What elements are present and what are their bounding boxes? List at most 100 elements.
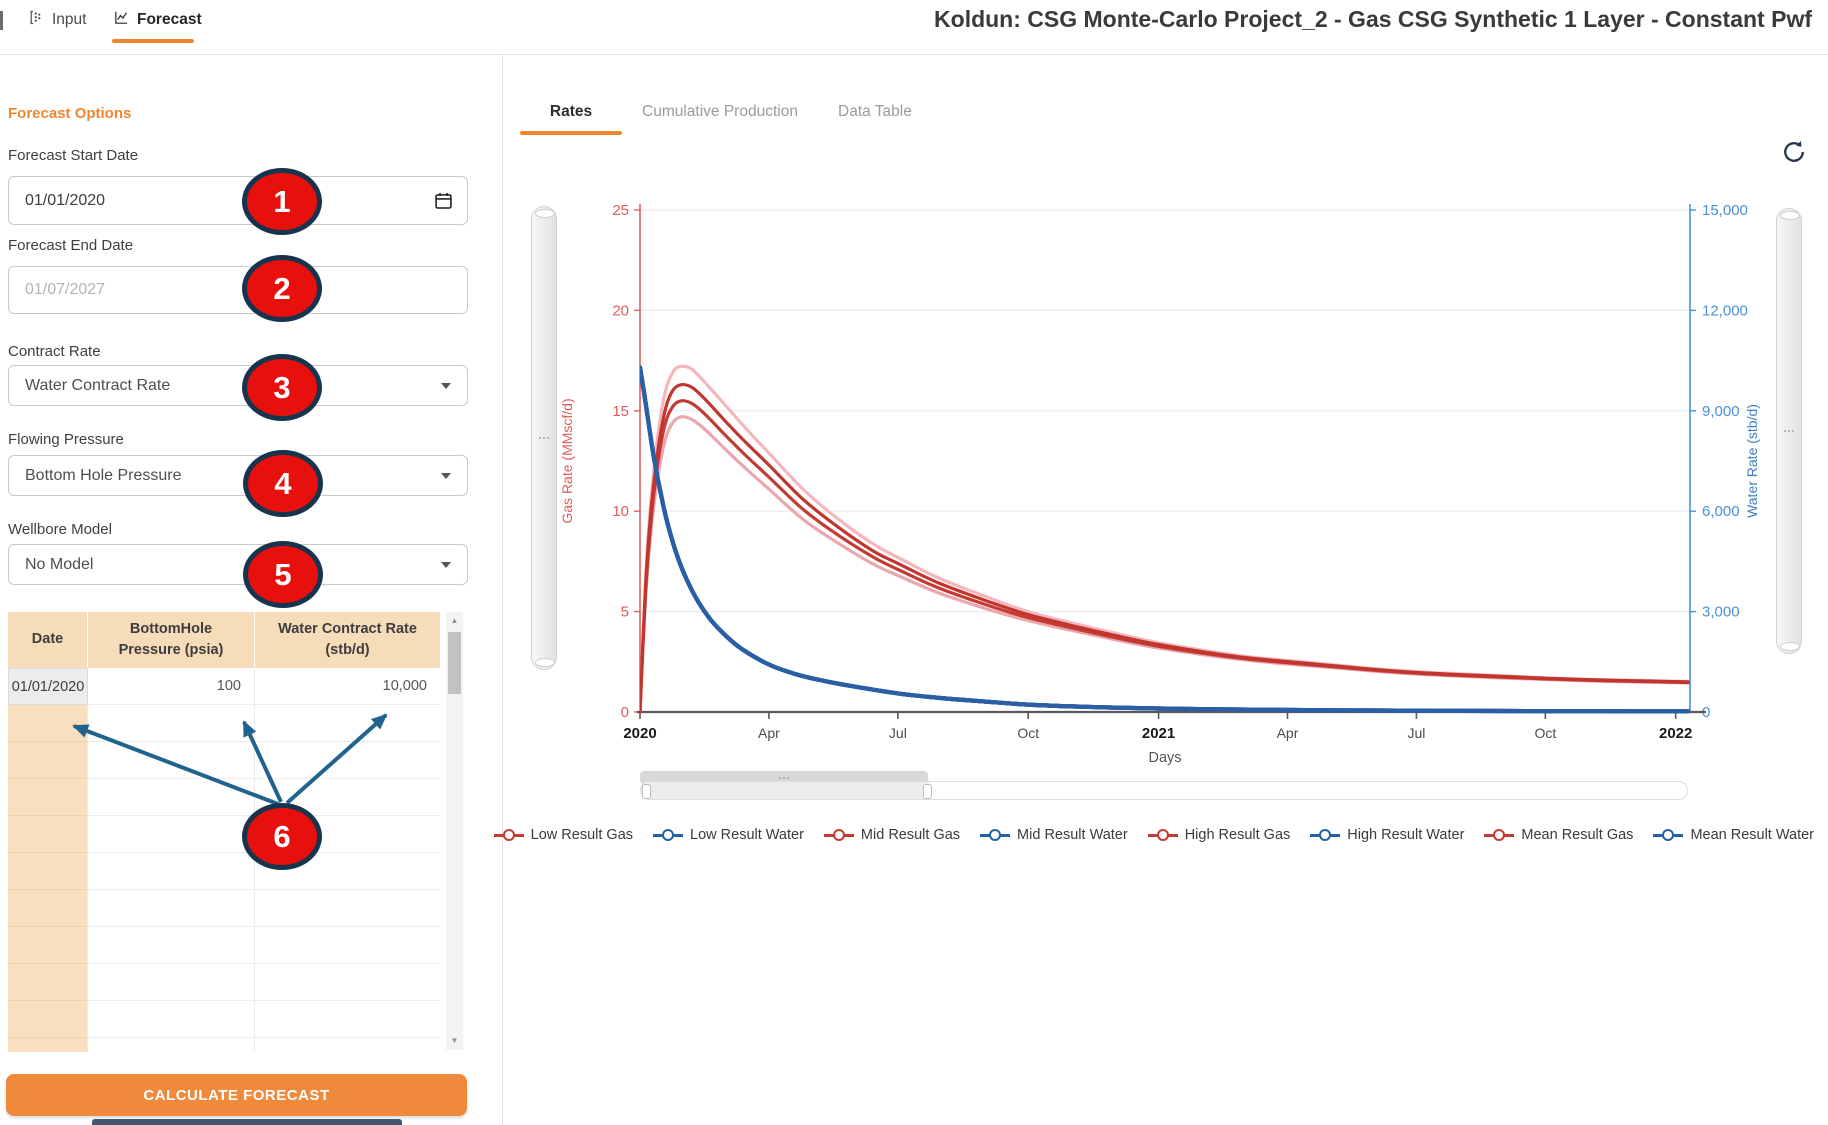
gas-axis-range-slider[interactable]	[531, 206, 557, 670]
rate-cell[interactable]	[255, 1001, 440, 1038]
legend-item-low-result-gas[interactable]: Low Result Gas	[493, 827, 633, 843]
svg-text:Jul: Jul	[1407, 725, 1425, 741]
tab-input[interactable]: Input	[28, 9, 86, 31]
panel-divider	[502, 55, 503, 1125]
rate-cell[interactable]	[255, 890, 440, 927]
legend-item-high-result-water[interactable]: High Result Water	[1310, 827, 1464, 843]
date-cell[interactable]	[8, 890, 88, 927]
svg-text:Gas Rate (MMscf/d): Gas Rate (MMscf/d)	[559, 398, 575, 523]
rate-cell[interactable]	[255, 927, 440, 964]
range-left-handle[interactable]	[642, 784, 651, 799]
contract-rate-value: Water Contract Rate	[25, 376, 171, 394]
pressure-cell[interactable]	[88, 816, 255, 853]
pressure-cell[interactable]	[88, 779, 255, 816]
pressure-cell[interactable]	[88, 853, 255, 890]
annotation-circle-6: 6	[242, 803, 322, 870]
chart-legend: Low Result Gas Low Result Water Mid Resu…	[493, 827, 1814, 843]
refresh-icon[interactable]	[1780, 138, 1808, 166]
series-marker	[980, 829, 1011, 841]
rate-cell[interactable]	[255, 1038, 440, 1052]
pressure-cell[interactable]	[88, 890, 255, 927]
table-empty-row	[8, 927, 440, 964]
wellbore-model-select[interactable]: No Model	[8, 544, 468, 585]
series-marker	[1147, 829, 1178, 841]
clipped-bottom-element	[92, 1119, 402, 1125]
table-scrollbar-thumb[interactable]	[448, 632, 461, 694]
slider-bottom-handle[interactable]	[1780, 642, 1800, 651]
triangle-up-icon[interactable]: ▲	[450, 616, 459, 625]
forecast-end-date-placeholder: 01/07/2027	[25, 281, 106, 298]
date-cell[interactable]	[8, 1038, 88, 1052]
rates-chart: 0 5 10 15 20 25 Gas Rate (MMscf/d) 0 3,000 6,000 9…	[559, 202, 1760, 766]
table-scrollbar[interactable]: ▲ ▼	[446, 612, 463, 1050]
slider-top-handle[interactable]	[1780, 211, 1800, 220]
svg-text:25: 25	[612, 202, 629, 219]
svg-text:15,000: 15,000	[1702, 202, 1748, 219]
date-cell[interactable]: 01/01/2020	[8, 668, 88, 705]
forecast-start-date-input[interactable]: 01/01/2020	[8, 176, 468, 225]
column-header-date: Date	[8, 612, 88, 668]
date-cell[interactable]	[8, 964, 88, 1001]
column-header-rate: Water Contract Rate (stb/d)	[255, 612, 440, 668]
calculate-forecast-button[interactable]: CALCULATE FORECAST	[6, 1074, 467, 1116]
pressure-cell[interactable]	[88, 927, 255, 964]
rate-cell[interactable]	[255, 705, 440, 742]
range-right-handle[interactable]	[923, 784, 932, 799]
annotation-circle-2: 2	[242, 255, 322, 322]
pressure-cell[interactable]	[88, 1038, 255, 1052]
tab-forecast[interactable]: Forecast	[113, 9, 202, 31]
date-cell[interactable]	[8, 742, 88, 779]
legend-item-high-result-gas[interactable]: High Result Gas	[1147, 827, 1290, 843]
x-axis-scroll-thumb[interactable]	[640, 771, 928, 784]
calendar-icon[interactable]	[433, 190, 454, 211]
forecast-start-date-label: Forecast Start Date	[8, 147, 139, 164]
pressure-cell[interactable]: 100	[88, 668, 255, 705]
date-cell[interactable]	[8, 779, 88, 816]
pressure-cell[interactable]	[88, 742, 255, 779]
page-title: Koldun: CSG Monte-Carlo Project_2 - Gas …	[934, 6, 1812, 32]
slider-bottom-handle[interactable]	[535, 658, 555, 667]
tab-data-table[interactable]: Data Table	[838, 103, 912, 120]
flowing-pressure-select[interactable]: Bottom Hole Pressure	[8, 455, 468, 496]
legend-item-mean-result-water[interactable]: Mean Result Water	[1653, 827, 1814, 843]
annotation-circle-3: 3	[242, 354, 322, 421]
date-cell[interactable]	[8, 927, 88, 964]
series-marker	[823, 829, 854, 841]
x-axis-range-slider[interactable]	[640, 781, 1688, 800]
chevron-down-icon	[441, 472, 451, 479]
date-cell[interactable]	[8, 705, 88, 742]
slider-top-handle[interactable]	[535, 209, 555, 218]
clipped-edge-element	[0, 11, 3, 30]
series-marker	[1484, 829, 1515, 841]
rate-cell[interactable]	[255, 742, 440, 779]
svg-text:Apr: Apr	[1277, 725, 1299, 741]
tab-cumulative-production[interactable]: Cumulative Production	[642, 103, 798, 120]
series-marker	[493, 829, 524, 841]
svg-text:3,000: 3,000	[1702, 604, 1740, 621]
date-cell[interactable]	[8, 816, 88, 853]
x-axis-selected-range[interactable]	[641, 782, 929, 799]
tab-rates[interactable]: Rates	[549, 103, 593, 120]
rate-cell[interactable]	[255, 964, 440, 1001]
rate-cell[interactable]: 10,000	[255, 668, 440, 705]
legend-item-mid-result-water[interactable]: Mid Result Water	[980, 827, 1128, 843]
date-cell[interactable]	[8, 853, 88, 890]
legend-item-mid-result-gas[interactable]: Mid Result Gas	[823, 827, 960, 843]
slider-grip	[1788, 430, 1790, 432]
date-cell[interactable]	[8, 1001, 88, 1038]
forecast-end-date-input[interactable]: 01/07/2027	[8, 266, 468, 314]
header-divider	[0, 54, 1828, 55]
triangle-down-icon[interactable]: ▼	[450, 1036, 459, 1045]
legend-item-low-result-water[interactable]: Low Result Water	[653, 827, 804, 843]
contract-rate-select[interactable]: Water Contract Rate	[8, 365, 468, 406]
svg-text:Water Rate (stb/d): Water Rate (stb/d)	[1744, 404, 1760, 518]
pressure-cell[interactable]	[88, 705, 255, 742]
pressure-cell[interactable]	[88, 1001, 255, 1038]
svg-text:9,000: 9,000	[1702, 403, 1740, 420]
legend-item-mean-result-gas[interactable]: Mean Result Gas	[1484, 827, 1633, 843]
svg-text:6,000: 6,000	[1702, 503, 1740, 520]
pressure-cell[interactable]	[88, 964, 255, 1001]
water-axis-range-slider[interactable]	[1776, 208, 1802, 654]
forecast-schedule-table: Date BottomHole Pressure (psia) Water Co…	[8, 612, 440, 1052]
